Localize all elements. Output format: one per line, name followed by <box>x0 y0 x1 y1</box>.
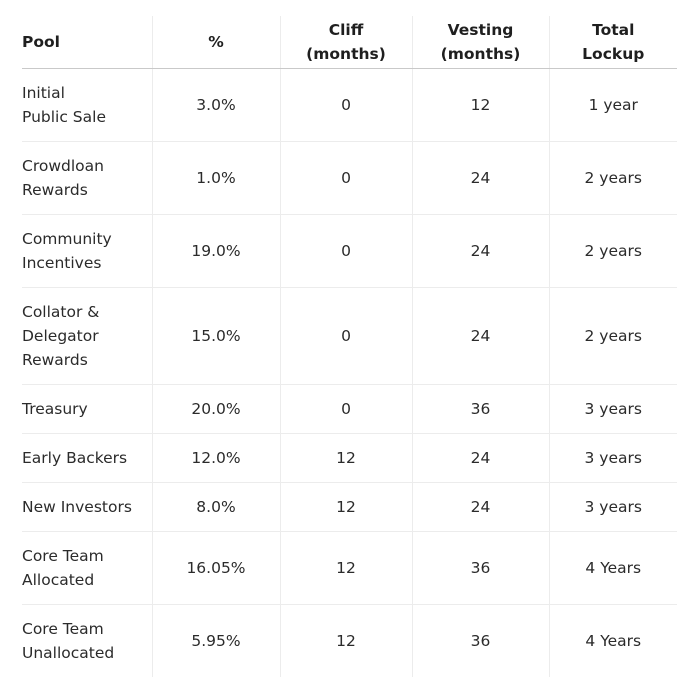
cell-vesting: 12 <box>411 68 549 142</box>
cell-total-lockup: 3 years <box>548 384 677 434</box>
cell-total-lockup: 2 years <box>548 141 677 215</box>
cell-vesting: 24 <box>411 287 549 385</box>
cell-vesting: 36 <box>411 604 549 677</box>
header-pool: Pool <box>22 16 152 69</box>
table-body: Initial Public Sale 3.0% 0 12 1 year Crowdloa… <box>22 68 677 677</box>
cell-vesting: 24 <box>411 433 549 483</box>
cell-percent: 20.0% <box>151 384 280 434</box>
cell-pool: Community Incentives <box>22 214 152 288</box>
cell-cliff: 12 <box>279 433 412 483</box>
cell-cliff: 0 <box>279 287 412 385</box>
table-row: Treasury 20.0% 0 36 3 years <box>22 384 677 434</box>
cell-vesting: 36 <box>411 384 549 434</box>
table-header: Pool % Cliff (months) Vesting (months) T… <box>22 16 677 69</box>
cell-cliff: 0 <box>279 384 412 434</box>
cell-pool: New Investors <box>22 482 152 532</box>
table-row: New Investors 8.0% 12 24 3 years <box>22 482 677 532</box>
cell-percent: 12.0% <box>151 433 280 483</box>
cell-total-lockup: 2 years <box>548 287 677 385</box>
cell-total-lockup: 1 year <box>548 68 677 142</box>
table-row: Early Backers 12.0% 12 24 3 years <box>22 433 677 483</box>
vesting-schedule-table: Pool % Cliff (months) Vesting (months) T… <box>22 16 677 677</box>
cell-pool: Initial Public Sale <box>22 68 152 142</box>
table-row: Collator & Delegator Rewards 15.0% 0 24 2 ye… <box>22 287 677 385</box>
cell-percent: 5.95% <box>151 604 280 677</box>
header-row: Pool % Cliff (months) Vesting (months) T… <box>22 16 677 69</box>
cell-pool: Crowdloan Rewards <box>22 141 152 215</box>
table-row: Core Team Allocated 16.05% 12 36 4 Years <box>22 531 677 605</box>
cell-cliff: 12 <box>279 604 412 677</box>
cell-total-lockup: 4 Years <box>548 604 677 677</box>
cell-cliff: 0 <box>279 141 412 215</box>
cell-total-lockup: 3 years <box>548 482 677 532</box>
table-row: Initial Public Sale 3.0% 0 12 1 year <box>22 68 677 142</box>
cell-percent: 8.0% <box>151 482 280 532</box>
table-row: Crowdloan Rewards 1.0% 0 24 2 years <box>22 141 677 215</box>
cell-percent: 16.05% <box>151 531 280 605</box>
cell-cliff: 12 <box>279 482 412 532</box>
cell-percent: 1.0% <box>151 141 280 215</box>
cell-pool: Core Team Allocated <box>22 531 152 605</box>
cell-cliff: 0 <box>279 214 412 288</box>
cell-cliff: 12 <box>279 531 412 605</box>
cell-pool: Collator & Delegator Rewards <box>22 287 152 385</box>
cell-total-lockup: 3 years <box>548 433 677 483</box>
cell-vesting: 24 <box>411 141 549 215</box>
cell-percent: 3.0% <box>151 68 280 142</box>
cell-vesting: 36 <box>411 531 549 605</box>
header-cliff: Cliff (months) <box>279 16 412 69</box>
cell-vesting: 24 <box>411 214 549 288</box>
cell-cliff: 0 <box>279 68 412 142</box>
table-row: Core Team Unallocated 5.95% 12 36 4 Years <box>22 604 677 677</box>
cell-total-lockup: 2 years <box>548 214 677 288</box>
cell-total-lockup: 4 Years <box>548 531 677 605</box>
header-percent: % <box>151 16 280 69</box>
cell-pool: Early Backers <box>22 433 152 483</box>
header-vesting: Vesting (months) <box>411 16 549 69</box>
table-row: Community Incentives 19.0% 0 24 2 years <box>22 214 677 288</box>
cell-vesting: 24 <box>411 482 549 532</box>
header-total-lockup: Total Lockup <box>548 16 677 69</box>
cell-pool: Core Team Unallocated <box>22 620 115 662</box>
cell-percent: 19.0% <box>151 214 280 288</box>
cell-percent: 15.0% <box>151 287 280 385</box>
cell-pool: Treasury <box>22 384 152 434</box>
